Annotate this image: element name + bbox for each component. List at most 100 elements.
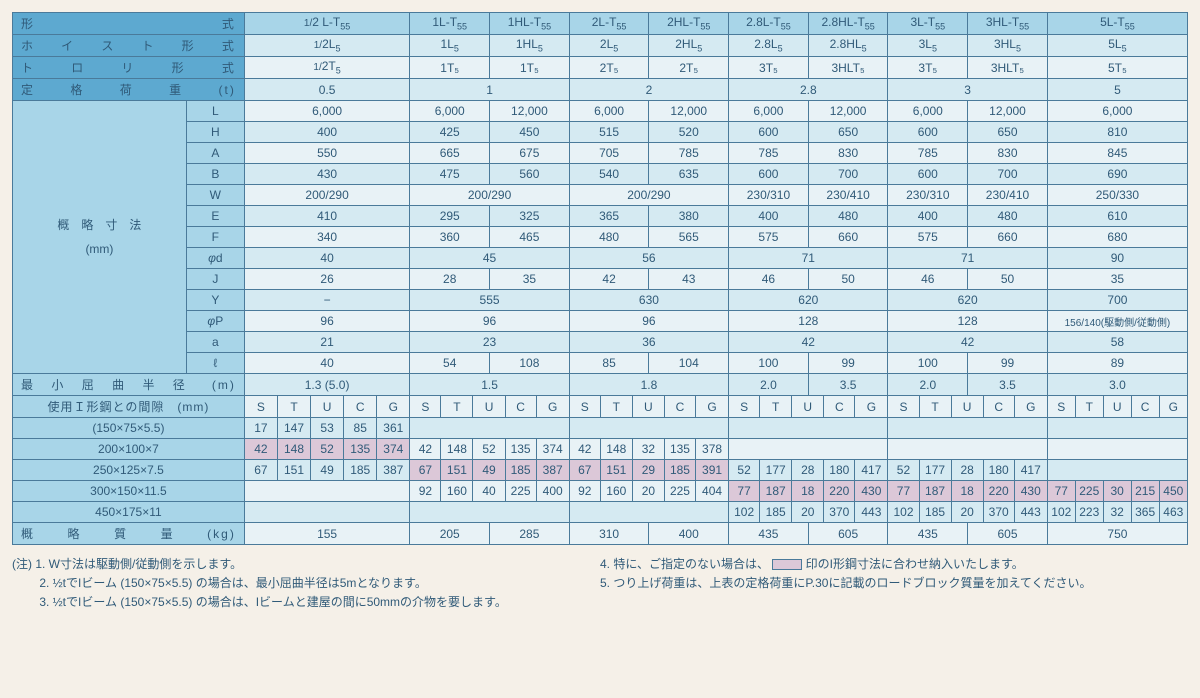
H-4: 520	[649, 122, 729, 143]
phiP-5: 156/140(駆動側/従動側)	[1047, 311, 1187, 332]
radius-3: 2.0	[729, 374, 809, 396]
g300: 404	[695, 481, 728, 502]
phiP-1: 96	[410, 311, 569, 332]
g200: 374	[377, 439, 410, 460]
note-3: 3. ½tでIビーム (150×75×5.5) の場合は、Iビームと建屋の間に5…	[12, 593, 600, 610]
F-4: 565	[649, 227, 729, 248]
L-2: 12,000	[490, 101, 570, 122]
B-7: 600	[888, 164, 968, 185]
note-1: (注) 1. W寸法は駆動側/従動側を示します。	[12, 555, 600, 572]
A-7: 785	[888, 143, 968, 164]
dim-B: B	[186, 164, 244, 185]
H-1: 425	[410, 122, 490, 143]
g450: 32	[1103, 502, 1131, 523]
H-6: 650	[808, 122, 888, 143]
A-4: 785	[649, 143, 729, 164]
J-2: 35	[490, 269, 570, 290]
ibeam-150: (150×75×5.5)	[13, 418, 245, 439]
F-7: 575	[888, 227, 968, 248]
empty	[569, 418, 728, 439]
F-8: 660	[968, 227, 1048, 248]
B-8: 700	[968, 164, 1048, 185]
dim-Y: Y	[186, 290, 244, 311]
E-2: 325	[490, 206, 570, 227]
g250: 417	[1014, 460, 1047, 481]
B-0: 430	[244, 164, 410, 185]
g450: 443	[855, 502, 888, 523]
label-trolley: ト ロ リ 形 式	[13, 57, 245, 79]
g300: 160	[600, 481, 632, 502]
stucg: S	[1047, 396, 1075, 418]
dim-phid: φd	[186, 248, 244, 269]
rated-3: 2.8	[729, 79, 888, 101]
ibeam-250: 250×125×7.5	[13, 460, 245, 481]
L-1: 6,000	[410, 101, 490, 122]
stucg: U	[792, 396, 824, 418]
hoist-3: 2L5	[569, 35, 649, 57]
empty	[1047, 439, 1187, 460]
model-7: 3L-T55	[888, 13, 968, 35]
dim-E: E	[186, 206, 244, 227]
dim-a: a	[186, 332, 244, 353]
mass-3: 310	[569, 523, 649, 545]
note-5: 5. つり上げ荷重は、上表の定格荷重にP.30に記載のロードブロック質量を加えて…	[600, 574, 1188, 591]
L-6: 12,000	[808, 101, 888, 122]
hoist-9: 5L5	[1047, 35, 1187, 57]
g250: 180	[983, 460, 1014, 481]
stucg: S	[888, 396, 919, 418]
empty	[1047, 418, 1187, 439]
g300: 92	[410, 481, 441, 502]
rated-0: 0.5	[244, 79, 410, 101]
g450: 443	[1014, 502, 1047, 523]
stucg: S	[410, 396, 441, 418]
g250: 67	[244, 460, 277, 481]
E-5: 400	[729, 206, 809, 227]
stucg: G	[695, 396, 728, 418]
stucg: S	[729, 396, 760, 418]
stucg: G	[1014, 396, 1047, 418]
g250: 151	[600, 460, 632, 481]
Y-1: 555	[410, 290, 569, 311]
J-6: 50	[808, 269, 888, 290]
stucg: T	[600, 396, 632, 418]
H-9: 810	[1047, 122, 1187, 143]
highlight-box-icon	[772, 559, 802, 570]
stucg: T	[441, 396, 473, 418]
g200: 135	[664, 439, 695, 460]
F-5: 575	[729, 227, 809, 248]
stucg-t: T	[277, 396, 310, 418]
g300: 220	[824, 481, 855, 502]
g300: 77	[729, 481, 760, 502]
Y-3: 620	[729, 290, 888, 311]
L-3: 6,000	[569, 101, 649, 122]
W-6: 230/410	[968, 185, 1048, 206]
a-1: 23	[410, 332, 569, 353]
rated-1: 1	[410, 79, 569, 101]
radius-6: 3.5	[968, 374, 1048, 396]
ell-2: 108	[490, 353, 570, 374]
g450: 185	[919, 502, 951, 523]
model-9: 5L-T55	[1047, 13, 1187, 35]
g250: 67	[569, 460, 600, 481]
H-3: 515	[569, 122, 649, 143]
model-8: 3HL-T55	[968, 13, 1048, 35]
g300: 225	[664, 481, 695, 502]
dim-W: W	[186, 185, 244, 206]
label-form: 形 式	[13, 13, 245, 35]
label-radius: 最 小 屈 曲 半 径 (m)	[13, 374, 245, 396]
hoist-5: 2.8L5	[729, 35, 809, 57]
g300: 220	[983, 481, 1014, 502]
Y-4: 620	[888, 290, 1047, 311]
B-1: 475	[410, 164, 490, 185]
g250: 177	[760, 460, 792, 481]
phiP-2: 96	[569, 311, 728, 332]
empty	[888, 418, 1047, 439]
g250: 387	[536, 460, 569, 481]
trolley-7: 3T₅	[888, 57, 968, 79]
stucg-g: G	[377, 396, 410, 418]
g300: 20	[632, 481, 664, 502]
stucg: C	[983, 396, 1014, 418]
g300: 18	[951, 481, 983, 502]
rated-4: 3	[888, 79, 1047, 101]
E-4: 380	[649, 206, 729, 227]
